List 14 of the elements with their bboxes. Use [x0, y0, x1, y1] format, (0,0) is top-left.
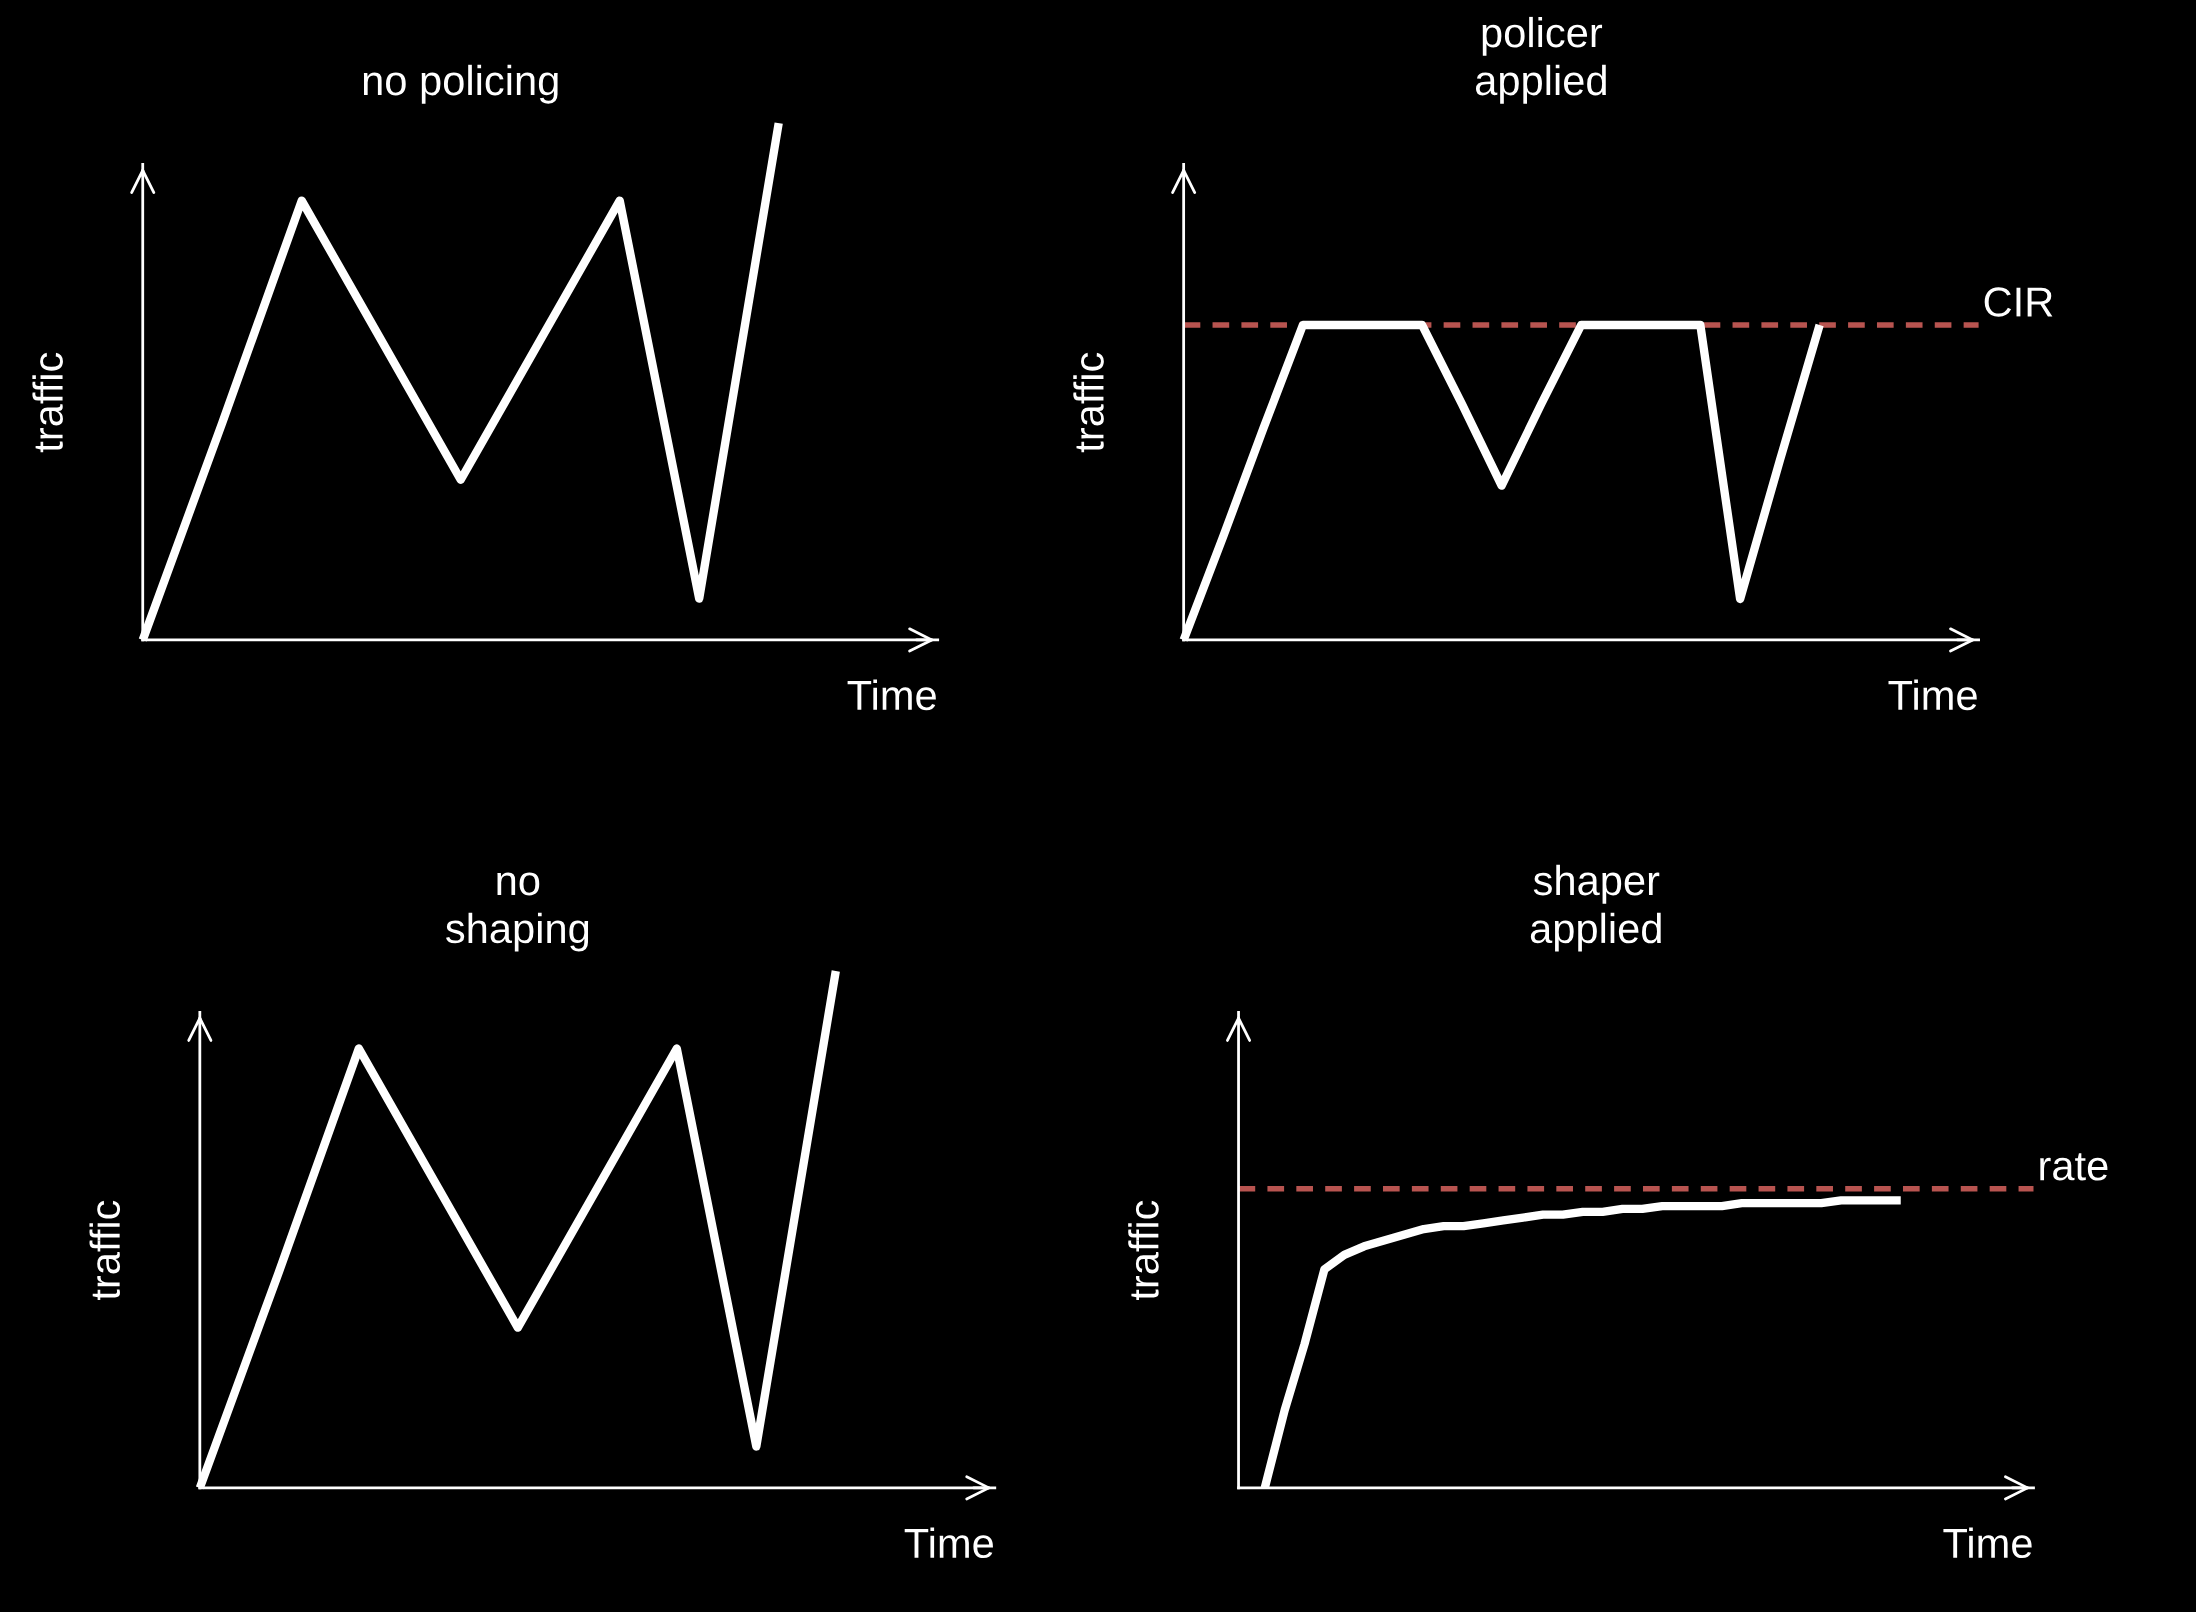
y-axis-title: traffic	[1073, 352, 1104, 453]
chart-title: no policing	[363, 64, 558, 104]
x-axis-title: Time	[847, 679, 936, 711]
chart-title: policer applied	[1475, 16, 1606, 104]
x-axis-title: Time	[1943, 1527, 2032, 1559]
chart-title: shaper applied	[1530, 864, 1661, 952]
x-axis-title: Time	[904, 1527, 993, 1559]
y-axis-title: traffic	[89, 1200, 121, 1301]
ref-line-label: rate	[2040, 1153, 2108, 1181]
chart-title: no shaping	[446, 872, 589, 952]
y-axis-title: traffic	[32, 352, 63, 453]
x-axis-title: Time	[1888, 679, 1977, 711]
y-axis-title: traffic	[1128, 1200, 1159, 1301]
ref-line-label: CIR	[1984, 287, 2053, 317]
